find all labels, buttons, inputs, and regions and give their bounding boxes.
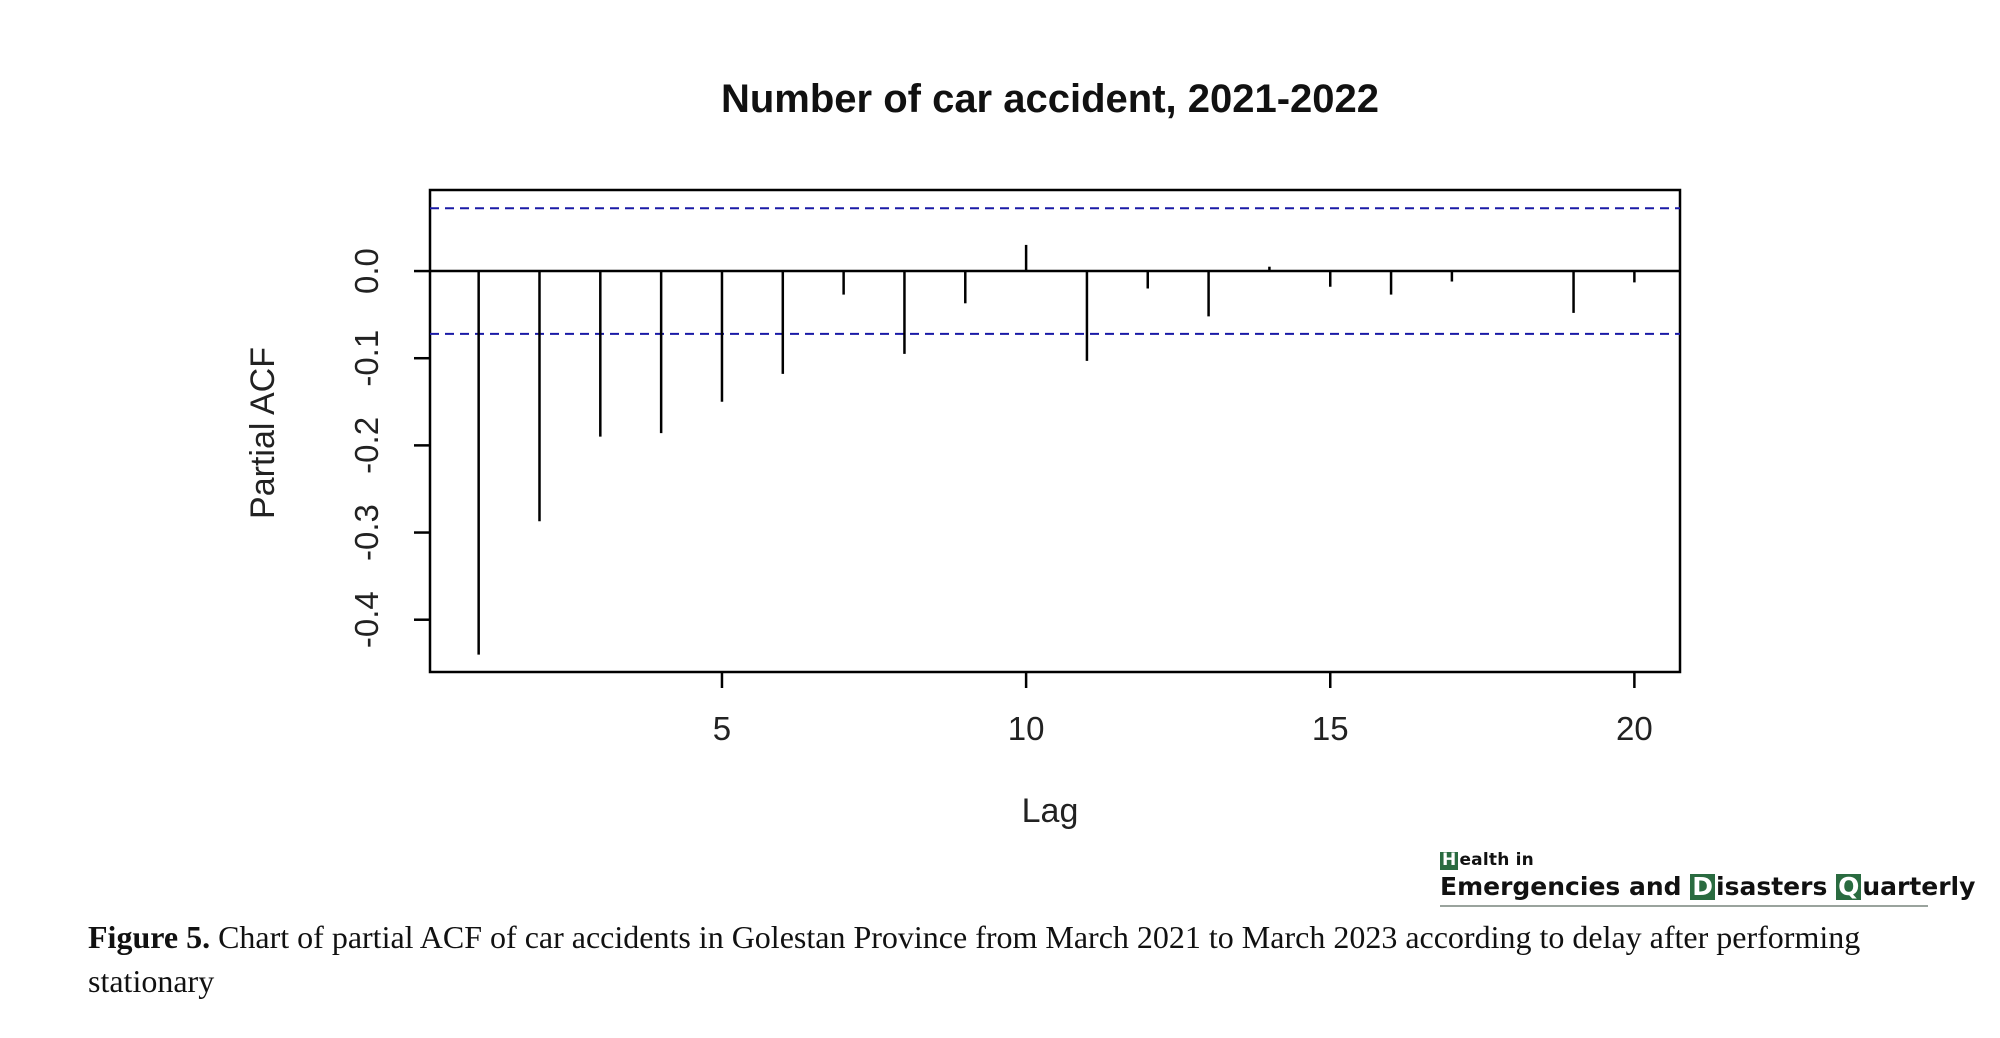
caption-label: Figure 5. bbox=[88, 919, 211, 955]
caption-text: Chart of partial ACF of car accidents in… bbox=[88, 919, 1861, 999]
y-tick-label: -0.2 bbox=[348, 417, 385, 474]
y-tick-label: -0.4 bbox=[348, 591, 385, 648]
x-axis-label: Lag bbox=[1022, 792, 1079, 830]
plot-area: 5 10 15 20 0.0 -0.1 -0.2 -0.3 -0.4 bbox=[348, 188, 1682, 747]
logo-text: isasters bbox=[1716, 872, 1837, 901]
y-tick-label: -0.1 bbox=[348, 330, 385, 387]
logo-text: Emergencies and bbox=[1440, 872, 1691, 901]
y-axis-label: Partial ACF bbox=[244, 347, 282, 519]
logo-letter-box: H bbox=[1440, 850, 1459, 870]
logo-divider bbox=[1440, 905, 1928, 907]
x-tick-label: 10 bbox=[1008, 710, 1045, 747]
logo-text: ealth in bbox=[1459, 850, 1534, 870]
x-tick-label: 15 bbox=[1312, 710, 1349, 747]
logo-letter-box: D bbox=[1690, 872, 1716, 901]
x-tick-label: 20 bbox=[1616, 710, 1653, 747]
y-tick-label: -0.3 bbox=[348, 504, 385, 561]
logo-letter-box: Q bbox=[1836, 872, 1862, 901]
plot-frame bbox=[428, 188, 1682, 674]
logo-text: uarterly bbox=[1862, 872, 1976, 901]
chart-title: Number of car accident, 2021-2022 bbox=[721, 77, 1379, 121]
x-tick-label: 5 bbox=[713, 710, 731, 747]
y-tick-label: 0.0 bbox=[348, 248, 385, 294]
figure-caption: Figure 5. Chart of partial ACF of car ac… bbox=[88, 915, 1968, 1003]
